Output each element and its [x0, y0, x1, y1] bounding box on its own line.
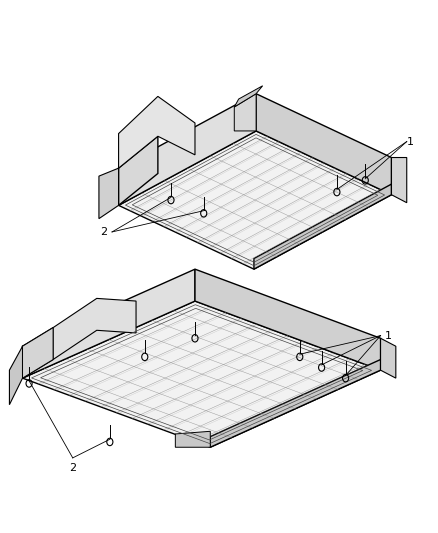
Polygon shape	[22, 328, 53, 378]
Text: 2: 2	[101, 227, 108, 237]
Polygon shape	[119, 94, 256, 205]
Polygon shape	[53, 298, 136, 360]
Text: 1: 1	[407, 136, 414, 147]
Polygon shape	[99, 168, 119, 219]
Polygon shape	[10, 346, 22, 405]
Polygon shape	[392, 158, 407, 203]
Polygon shape	[22, 301, 381, 447]
Polygon shape	[254, 184, 392, 269]
Text: 1: 1	[385, 330, 392, 341]
Polygon shape	[381, 338, 396, 378]
Polygon shape	[119, 131, 392, 269]
Polygon shape	[175, 431, 210, 447]
Polygon shape	[22, 328, 53, 378]
Polygon shape	[256, 94, 392, 195]
Polygon shape	[119, 136, 158, 205]
Polygon shape	[119, 96, 195, 168]
Polygon shape	[22, 269, 195, 378]
Polygon shape	[195, 269, 381, 370]
Polygon shape	[234, 94, 256, 131]
Polygon shape	[234, 86, 263, 107]
Polygon shape	[210, 360, 381, 447]
Text: 2: 2	[69, 463, 76, 473]
